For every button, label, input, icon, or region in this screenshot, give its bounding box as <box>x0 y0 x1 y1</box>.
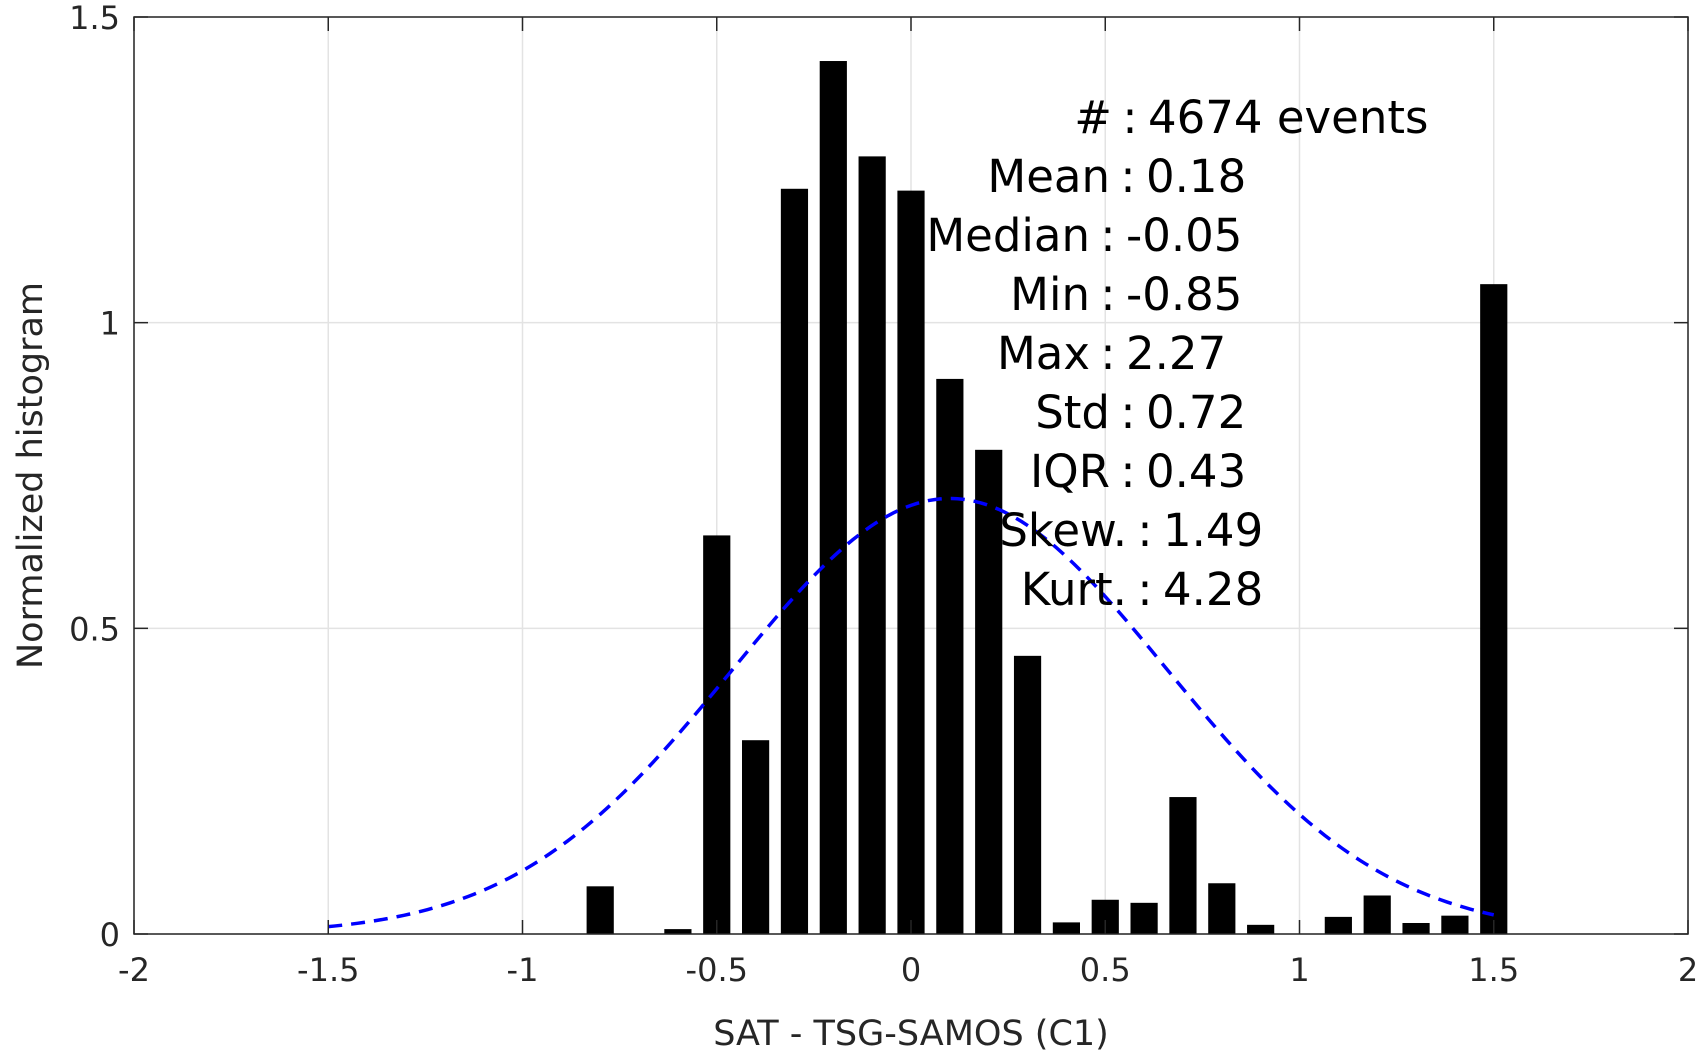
stat-separator: : <box>1100 327 1115 380</box>
stat-separator: : <box>1137 563 1152 616</box>
histogram-bar <box>1208 883 1236 934</box>
histogram-bar <box>1324 916 1352 934</box>
stat-separator: : <box>1120 386 1135 439</box>
histogram-bar <box>936 378 964 935</box>
histogram-bar <box>1441 915 1469 934</box>
stat-label: Min <box>1010 268 1090 321</box>
stat-label: Median <box>926 209 1090 262</box>
histogram-bar <box>664 929 692 934</box>
x-tick-label: 1 <box>1289 951 1309 989</box>
stat-label: IQR <box>1030 445 1110 498</box>
stat-value: 1.49 <box>1163 504 1263 557</box>
y-tick-label: 0 <box>100 916 120 954</box>
histogram-bar <box>1169 797 1197 934</box>
stat-value: 0.43 <box>1146 445 1246 498</box>
histogram-bar <box>975 449 1003 934</box>
axes-frame <box>133 16 1689 935</box>
histogram-bar <box>1363 895 1391 934</box>
x-tick-labels: -2 -1.5 -1 -0.5 0 0.5 1 1.5 2 <box>118 951 1698 989</box>
stat-value: 0.18 <box>1146 150 1246 203</box>
x-tick-label: 2 <box>1678 951 1698 989</box>
stat-separator: : <box>1137 504 1152 557</box>
y-tick-labels: 0 0.5 1 1.5 <box>69 0 120 954</box>
histogram-bar <box>1052 922 1080 934</box>
stat-value: -0.85 <box>1126 268 1242 321</box>
x-tick-label: -2 <box>118 951 150 989</box>
stat-separator: : <box>1122 91 1137 144</box>
stat-separator: : <box>1100 209 1115 262</box>
histogram-bar <box>586 886 614 934</box>
x-axis-label: SAT - TSG-SAMOS (C1) <box>713 1014 1109 1053</box>
y-tick-label: 1.5 <box>69 0 120 37</box>
x-tick-label: 0 <box>901 951 921 989</box>
histogram-bar <box>897 190 925 935</box>
stat-label: Kurt. <box>1021 563 1127 616</box>
x-tick-label: 0.5 <box>1080 951 1131 989</box>
stat-separator: : <box>1120 445 1135 498</box>
stat-label: Max <box>997 327 1090 380</box>
x-tick-label: -1.5 <box>297 951 359 989</box>
stat-value: 2.27 <box>1126 327 1226 380</box>
stat-label: Std <box>1035 386 1110 439</box>
stat-value: -0.05 <box>1126 209 1242 262</box>
histogram-bar <box>1402 922 1430 934</box>
stat-label: Mean <box>987 150 1110 203</box>
histogram-bar <box>819 61 847 935</box>
stat-value: 4.28 <box>1163 563 1263 616</box>
histogram-bars <box>586 61 1508 935</box>
normal-fit-curve <box>328 496 1495 929</box>
histogram-bar <box>742 740 770 934</box>
fit-curve-layer <box>328 496 1495 929</box>
histogram-bar <box>1130 902 1158 934</box>
stat-label: # <box>1074 91 1112 144</box>
histogram-bar <box>1480 284 1508 934</box>
stat-separator: : <box>1100 268 1115 321</box>
y-tick-label: 0.5 <box>69 610 120 648</box>
stat-label: Skew. <box>999 504 1127 557</box>
x-tick-label: -0.5 <box>686 951 748 989</box>
y-tick-label: 1 <box>100 305 120 343</box>
histogram-bar <box>858 156 886 934</box>
stat-value: 4674 events <box>1148 91 1428 144</box>
histogram-bar <box>703 535 731 934</box>
x-tick-label: -1 <box>507 951 539 989</box>
histogram-bar <box>780 188 809 934</box>
y-axis-label: Normalized histogram <box>11 282 51 669</box>
histogram-bar <box>1247 924 1275 934</box>
stat-value: 0.72 <box>1146 386 1246 439</box>
x-tick-label: 1.5 <box>1468 951 1519 989</box>
histogram-bar <box>1013 655 1042 934</box>
stat-separator: : <box>1120 150 1135 203</box>
